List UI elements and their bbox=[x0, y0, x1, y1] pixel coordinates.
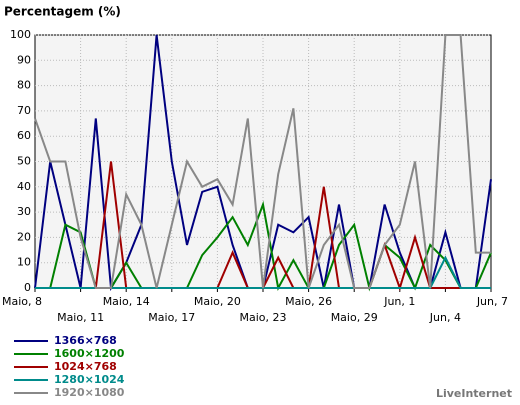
y-tick-label: 90 bbox=[17, 53, 31, 66]
legend-text: 1366×768 bbox=[54, 334, 117, 347]
y-tick-label: 20 bbox=[17, 230, 31, 243]
x-tick-label: Jun, 4 bbox=[429, 311, 461, 324]
brand: LiveInternet bbox=[436, 387, 512, 400]
x-tick-label: Jun, 7 bbox=[476, 295, 508, 308]
x-tick-label: Jun, 1 bbox=[383, 295, 415, 308]
y-tick-label: 40 bbox=[17, 180, 31, 193]
x-tick-label: Maio, 23 bbox=[239, 311, 286, 324]
y-tick-label: 10 bbox=[17, 256, 31, 269]
y-tick-label: 30 bbox=[17, 205, 31, 218]
y-tick-label: 60 bbox=[17, 129, 31, 142]
x-tick-label: Maio, 20 bbox=[194, 295, 241, 308]
x-tick-label: Maio, 17 bbox=[148, 311, 195, 324]
y-tick-label: 80 bbox=[17, 79, 31, 92]
legend-text: 1280×1024 bbox=[54, 373, 125, 386]
x-tick-label: Maio, 14 bbox=[103, 295, 150, 308]
x-tick-label: Maio, 11 bbox=[57, 311, 104, 324]
y-tick-label: 100 bbox=[10, 28, 31, 41]
legend-text: 1920×1080 bbox=[54, 386, 125, 399]
y-tick-label: 50 bbox=[17, 155, 31, 168]
x-tick-label: Maio, 29 bbox=[331, 311, 378, 324]
y-tick-label: 0 bbox=[24, 281, 31, 294]
legend-text: 1024×768 bbox=[54, 360, 117, 373]
series-line bbox=[34, 34, 491, 289]
legend-text: 1600×1200 bbox=[54, 347, 125, 360]
x-tick-label: Maio, 26 bbox=[285, 295, 332, 308]
y-tick-label: 70 bbox=[17, 104, 31, 117]
x-tick-label: Maio, 8 bbox=[2, 295, 42, 308]
chart-title: Percentagem (%) bbox=[4, 5, 121, 19]
